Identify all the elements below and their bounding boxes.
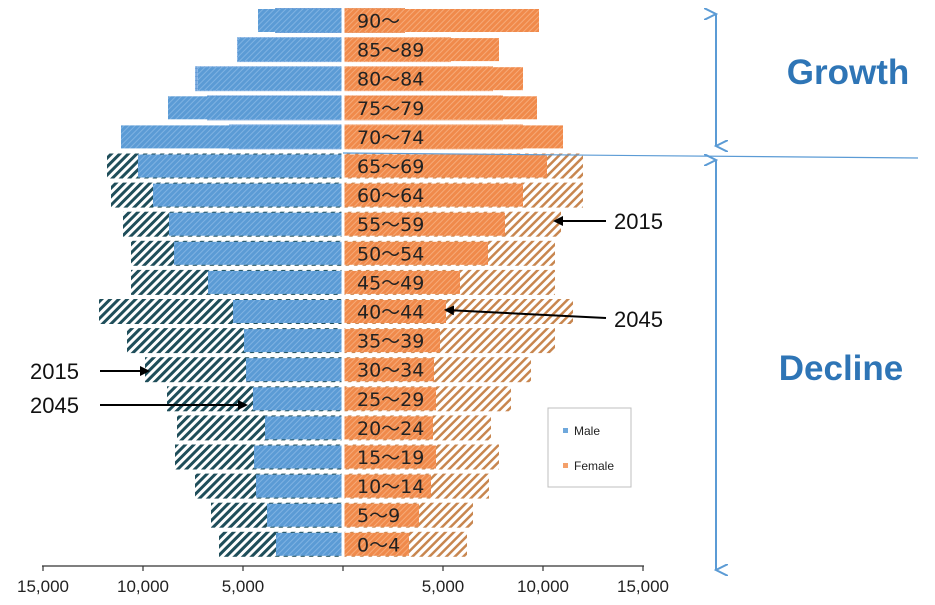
bar-female-2045-60-64 xyxy=(343,183,523,207)
age-label-0-4: 0～4 xyxy=(357,534,400,556)
bar-female-2045-20-24 xyxy=(343,416,433,440)
bar-female-2045-70-74 xyxy=(343,125,563,149)
x-tick-label: 5,000 xyxy=(222,577,265,596)
bar-female-2045-35-39 xyxy=(343,329,440,353)
age-label-50-54: 50～54 xyxy=(357,243,424,265)
bar-female-2045-10-14 xyxy=(343,474,431,498)
age-label-5-9: 5～9 xyxy=(357,505,400,527)
bar-male-2045-50-54 xyxy=(174,241,343,265)
x-axis: 15,000 10,000 5,000 5,000 10,000 15,000 xyxy=(17,565,669,596)
bar-male-2045-80-84 xyxy=(198,67,343,91)
x-tick-label: 5,000 xyxy=(422,577,465,596)
annotation-label-2045-right: 2045 xyxy=(614,307,663,332)
bar-male-2045-55-59 xyxy=(169,212,343,236)
legend-swatch-male xyxy=(563,428,568,433)
x-tick-label: 15,000 xyxy=(17,577,69,596)
age-label-40-44: 40～44 xyxy=(357,302,424,324)
age-label-80-84: 80～84 xyxy=(357,69,424,91)
age-label-15-19: 15～19 xyxy=(357,447,424,469)
age-label-75-79: 75～79 xyxy=(357,98,424,120)
bar-female-2045-40-44 xyxy=(343,300,446,323)
region-label-growth: Growth xyxy=(787,53,909,92)
bar-female-2045-80-84 xyxy=(343,67,523,91)
legend-box xyxy=(547,407,632,488)
bars-2045-layer xyxy=(121,9,563,556)
legend: Male Female xyxy=(547,407,632,488)
legend-label-male: Male xyxy=(574,424,600,438)
age-label-20-24: 20～24 xyxy=(357,418,424,440)
annotation-label-2015-left: 2015 xyxy=(30,359,79,384)
bar-male-2045-60-64 xyxy=(153,183,343,207)
bar-female-2045-5-9 xyxy=(343,503,419,527)
region-divider-line xyxy=(342,152,919,159)
bar-male-2045-20-24 xyxy=(265,416,343,440)
x-tick-label: 10,000 xyxy=(517,577,569,596)
age-label-65-69: 65～69 xyxy=(357,156,424,178)
bar-male-2045-10-14 xyxy=(256,474,343,498)
bar-female-2045-30-34 xyxy=(343,358,434,382)
bar-male-2045-65-69 xyxy=(138,154,343,178)
bar-female-2045-0-4 xyxy=(343,532,409,556)
bar-male-2045-45-49 xyxy=(208,270,343,294)
age-label-25-29: 25～29 xyxy=(357,389,424,411)
bar-female-2045-50-54 xyxy=(343,241,488,265)
age-label-90: 90～ xyxy=(357,11,400,33)
age-label-55-59: 55～59 xyxy=(357,214,424,236)
legend-label-female: Female xyxy=(574,459,614,473)
bar-male-2045-40-44 xyxy=(233,300,343,323)
legend-swatch-female xyxy=(563,463,568,468)
bar-male-2045-35-39 xyxy=(244,329,343,353)
bar-female-2045-85-89 xyxy=(343,38,499,62)
region-label-decline: Decline xyxy=(779,349,904,388)
bar-male-2045-25-29 xyxy=(253,387,343,411)
annotations-layer: 2015 2045 2015 2045 Growth Decline Male Female xyxy=(30,14,919,570)
annotation-arrow-2045-right xyxy=(444,305,607,319)
bar-female-2045-75-79 xyxy=(343,96,537,120)
x-tick-label: 15,000 xyxy=(617,577,669,596)
bar-female-2045-65-69 xyxy=(343,154,547,178)
annotation-label-2015-right: 2015 xyxy=(614,209,663,234)
bar-male-2045-0-4 xyxy=(276,532,343,556)
age-label-35-39: 35～39 xyxy=(357,331,424,353)
age-label-85-89: 85～89 xyxy=(357,40,424,62)
bar-male-2045-85-89 xyxy=(238,38,343,62)
bar-male-2045-75-79 xyxy=(168,96,343,120)
bar-male-2045-30-34 xyxy=(246,358,343,382)
age-label-30-34: 30～34 xyxy=(357,360,424,382)
age-label-45-49: 45～49 xyxy=(357,272,424,294)
bar-female-2045-90 xyxy=(343,9,539,32)
age-label-70-74: 70～74 xyxy=(357,127,424,149)
bar-female-2045-25-29 xyxy=(343,387,436,411)
bar-female-2045-55-59 xyxy=(343,212,505,236)
bar-female-2045-15-19 xyxy=(343,445,436,469)
bar-male-2045-70-74 xyxy=(121,125,343,149)
age-label-10-14: 10～14 xyxy=(357,476,424,498)
age-label-60-64: 60～64 xyxy=(357,185,424,207)
bar-male-2045-90 xyxy=(258,9,343,32)
x-tick-label: 10,000 xyxy=(117,577,169,596)
bar-male-2045-15-19 xyxy=(254,445,343,469)
bar-female-2045-45-49 xyxy=(343,270,460,294)
annotation-label-2045-left: 2045 xyxy=(30,393,79,418)
age-labels-layer: 0～4 5～9 10～14 15～19 20～24 25～29 30～34 35～39 40～4… xyxy=(341,6,424,566)
bar-male-2045-5-9 xyxy=(267,503,343,527)
